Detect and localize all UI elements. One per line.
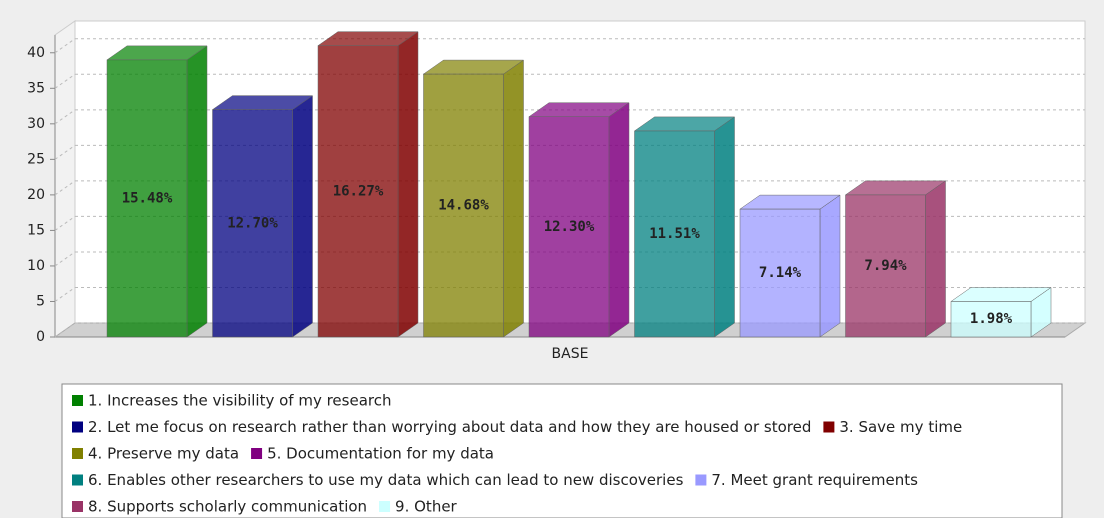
y-tick-label: 30: [27, 116, 45, 132]
bar: [317, 45, 399, 338]
bar: [634, 130, 715, 338]
data-label: 11.51%: [649, 226, 700, 242]
legend-swatch: [823, 421, 835, 433]
bar-side: [292, 95, 313, 338]
grid-line: [54, 322, 76, 338]
legend-label: 5. Documentation for my data: [267, 445, 494, 463]
y-tick-label: 15: [27, 222, 45, 238]
grid-line: [54, 287, 76, 302]
grid-line: [54, 109, 76, 125]
bar: [528, 116, 610, 338]
bar-side: [503, 59, 524, 338]
legend-label: 1. Increases the visibility of my resear…: [88, 392, 391, 410]
y-tick-label: 20: [27, 187, 45, 203]
grid-line: [54, 216, 76, 231]
bar-side: [925, 180, 946, 338]
legend-swatch: [72, 421, 83, 433]
bar: [212, 109, 293, 338]
bar-side: [397, 31, 419, 338]
data-label: 16.27%: [333, 183, 384, 199]
grid-line: [54, 180, 76, 196]
legend-label: 7. Meet grant requirements: [711, 471, 918, 489]
y-tick-label: 25: [27, 151, 45, 167]
bar-side: [608, 102, 630, 338]
y-tick-label: 5: [36, 293, 45, 309]
legend-label: 9. Other: [395, 498, 458, 516]
legend-label: 8. Supports scholarly communication: [88, 498, 367, 516]
y-tick-label: 35: [27, 80, 45, 96]
legend-swatch: [251, 448, 263, 459]
bar: [845, 194, 926, 338]
data-label: 7.94%: [864, 258, 907, 274]
bar: [950, 301, 1032, 338]
legend-swatch: [379, 501, 391, 512]
y-tick-label: 10: [27, 258, 45, 274]
legend-swatch: [72, 474, 83, 486]
data-label: 15.48%: [122, 190, 173, 206]
bar-side: [819, 194, 841, 338]
bar: [739, 208, 821, 338]
legend-label: 4. Preserve my data: [88, 445, 239, 463]
grid-line: [54, 251, 76, 267]
legend-swatch: [72, 501, 83, 512]
x-tick-label: BASE: [552, 346, 589, 362]
data-label: 7.14%: [759, 265, 802, 281]
data-label: 12.70%: [227, 215, 278, 231]
bar-side: [714, 116, 735, 338]
legend-label: 3. Save my time: [839, 418, 962, 436]
legend-box: [61, 383, 1063, 518]
bar: [423, 73, 504, 338]
legend-swatch: [72, 448, 83, 459]
bar-side: [186, 45, 208, 338]
legend-label: 6. Enables other researchers to use my d…: [88, 471, 684, 489]
data-label: 1.98%: [970, 311, 1013, 327]
legend-label: 2. Let me focus on research rather than …: [88, 418, 811, 436]
y-tick-label: 40: [27, 45, 45, 61]
grid-line: [54, 73, 76, 89]
legend-swatch: [72, 395, 83, 406]
data-label: 14.68%: [438, 198, 489, 214]
grid-line: [54, 38, 76, 54]
y-tick-label: 0: [36, 329, 45, 345]
grid-line: [54, 144, 76, 160]
data-label: 12.30%: [544, 219, 595, 235]
bar: [106, 59, 188, 338]
legend-swatch: [695, 474, 707, 486]
